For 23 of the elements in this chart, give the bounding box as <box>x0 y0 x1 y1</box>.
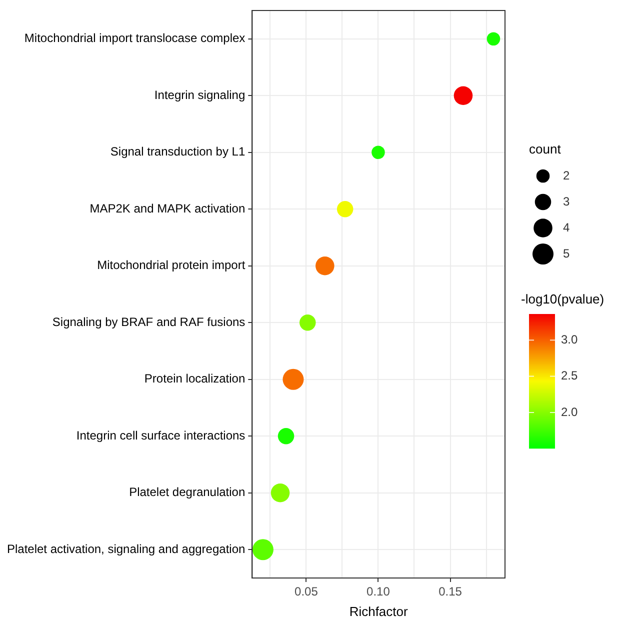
y-tick-label: Mitochondrial import translocase complex <box>24 31 246 46</box>
x-tick-label: 0.15 <box>438 584 462 599</box>
x-axis-title: Richfactor <box>349 604 409 619</box>
y-tick-label: Signaling by BRAF and RAF fusions <box>52 314 246 329</box>
color-bar-label: 2.0 <box>561 404 578 419</box>
y-tick-label: Mitochondrial protein import <box>97 258 246 272</box>
y-tick-label: Integrin signaling <box>154 88 246 102</box>
y-tick-label: Platelet degranulation <box>129 485 246 500</box>
legend-label: 3 <box>563 194 570 208</box>
x-tick-label: 0.10 <box>366 584 390 599</box>
y-tick-label: Signal transduction by L1 <box>110 144 246 159</box>
color-bar-label: 3.0 <box>561 332 578 346</box>
x-tick-label: 0.05 <box>294 584 318 599</box>
y-tick-label: Platelet activation, signaling and aggregation <box>6 542 246 556</box>
color-bar-title: -log10(pvalue) <box>521 292 604 307</box>
legend-label: 4 <box>563 220 570 234</box>
y-tick-label: MAP2K and MAPK activation <box>90 201 246 216</box>
legend-label: 5 <box>563 246 570 260</box>
color-bar-label: 2.5 <box>561 368 578 383</box>
y-tick-label: Integrin cell surface interactions <box>76 428 246 442</box>
y-tick-label: Protein localization <box>144 372 246 386</box>
legend-label: 2 <box>563 168 570 182</box>
legend-title: count <box>529 142 562 157</box>
